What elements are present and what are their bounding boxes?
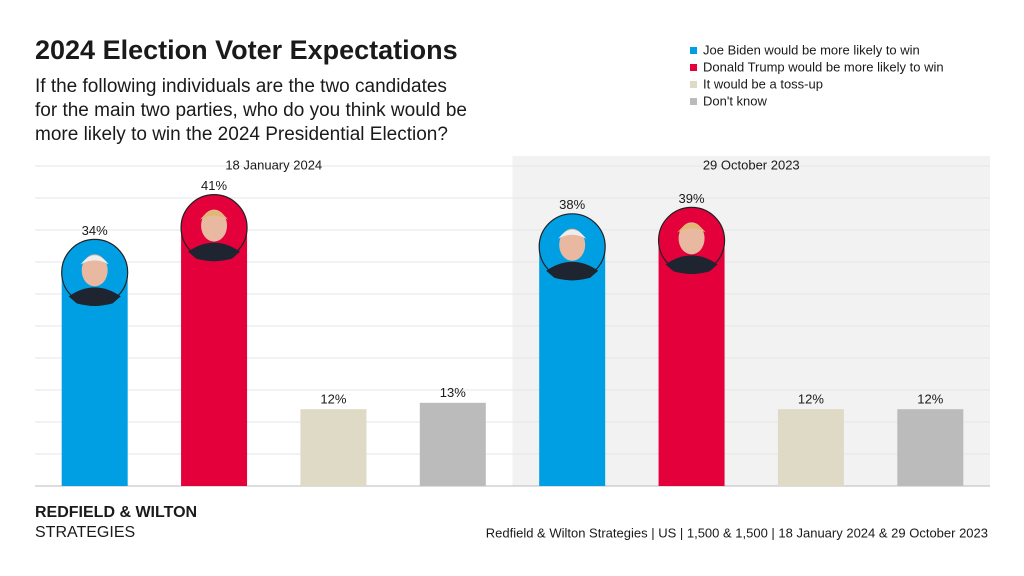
bar xyxy=(539,242,606,486)
legend-marker xyxy=(690,47,697,54)
bar xyxy=(777,409,844,486)
portrait xyxy=(657,206,726,274)
value-label: 41% xyxy=(201,178,227,193)
bar xyxy=(300,409,367,486)
panel-title: 29 October 2023 xyxy=(703,157,800,172)
portrait-hair xyxy=(80,255,109,265)
bar xyxy=(897,409,964,486)
bar xyxy=(658,236,725,486)
portrait-body xyxy=(68,287,121,306)
legend-marker xyxy=(690,81,697,88)
legend-marker xyxy=(690,64,697,71)
brand: REDFIELD & WILTON xyxy=(35,504,197,521)
subtitle: If the following individuals are the two… xyxy=(35,76,447,97)
legend-marker xyxy=(690,98,697,105)
brand: STRATEGIES xyxy=(35,524,135,541)
portrait-face xyxy=(559,228,586,261)
source: Redfield & Wilton Strategies | US | 1,50… xyxy=(486,525,988,540)
bar xyxy=(419,402,486,486)
portrait xyxy=(180,194,248,262)
value-label: 39% xyxy=(679,191,705,206)
chart-title: 2024 Election Voter Expectations xyxy=(35,35,458,65)
value-label: 13% xyxy=(440,385,466,400)
legend-label: Joe Biden would be more likely to win xyxy=(703,42,920,57)
legend-label: It would be a toss-up xyxy=(703,76,823,91)
portrait xyxy=(538,213,606,281)
value-label: 38% xyxy=(559,197,585,212)
subtitle: for the main two parties, who do you thi… xyxy=(35,100,467,121)
value-label: 12% xyxy=(798,392,824,407)
portrait-body xyxy=(546,261,599,281)
portrait-body xyxy=(188,242,241,262)
portrait xyxy=(61,238,129,306)
portrait-face xyxy=(678,222,705,255)
legend-label: Don't know xyxy=(703,93,768,108)
value-label: 34% xyxy=(82,223,108,238)
portrait-hair xyxy=(677,223,706,233)
value-label: 12% xyxy=(320,392,346,407)
portrait-face xyxy=(201,209,228,242)
portrait-hair xyxy=(200,210,229,220)
portrait-face xyxy=(81,254,108,287)
legend-label: Donald Trump would be more likely to win xyxy=(703,59,944,74)
portrait-body xyxy=(665,255,718,274)
panel-title: 18 January 2024 xyxy=(225,157,322,172)
bar xyxy=(181,223,248,486)
portrait-hair xyxy=(558,229,587,239)
subtitle: more likely to win the 2024 Presidential… xyxy=(35,124,448,145)
value-label: 12% xyxy=(917,392,943,407)
